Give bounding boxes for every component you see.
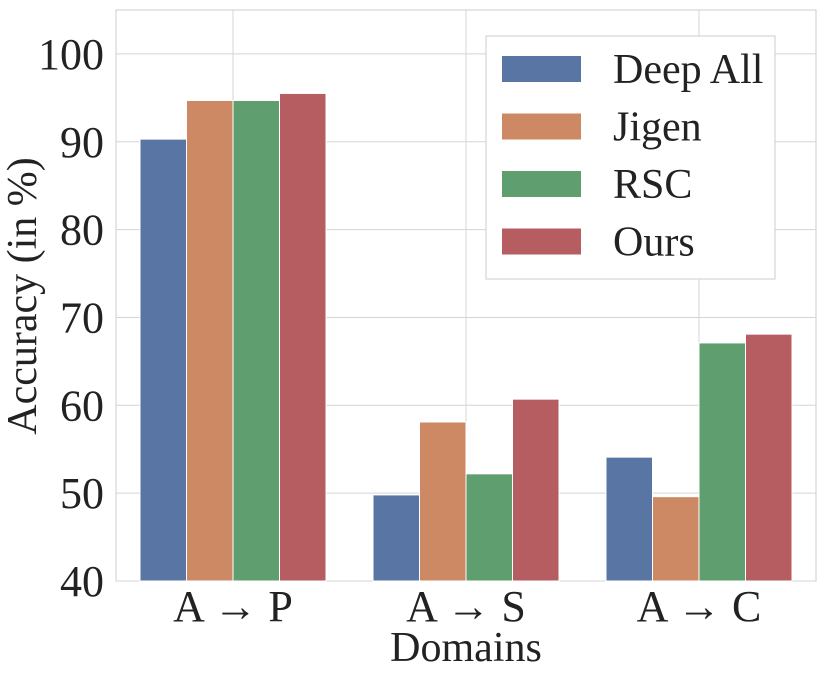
- bar-jigen: [186, 99, 234, 582]
- x-tick-label: A → S: [406, 582, 526, 631]
- y-axis-label: Accuracy (in %): [0, 157, 46, 435]
- x-tick-label: A → C: [637, 582, 762, 631]
- legend-label: Deep All: [613, 47, 763, 93]
- y-tick-label: 90: [60, 118, 104, 167]
- bar-rsc: [698, 342, 746, 582]
- bar-ours: [512, 398, 560, 582]
- legend: Deep All Jigen RSC Ours: [485, 35, 776, 280]
- x-tick-label: A → P: [173, 582, 293, 631]
- y-tick-label: 40: [60, 557, 104, 606]
- legend-swatch: [502, 56, 581, 82]
- y-tick-label: 60: [60, 381, 104, 430]
- y-axis-ticks: 40 50 60 70 80 90 100: [38, 30, 104, 606]
- bar-ours: [279, 92, 327, 582]
- x-axis-label: Domains: [390, 625, 542, 671]
- x-axis-ticks: A → P A → S A → C: [173, 582, 761, 631]
- bars: [139, 92, 793, 582]
- legend-label: RSC: [613, 162, 692, 208]
- y-tick-label: 70: [60, 293, 104, 342]
- legend-label: Ours: [613, 220, 695, 266]
- bar-rsc: [465, 473, 513, 582]
- legend-label: Jigen: [613, 105, 702, 151]
- legend-swatch: [502, 171, 581, 197]
- y-tick-label: 50: [60, 469, 104, 518]
- bar-deep-all: [372, 494, 420, 582]
- legend-swatch: [502, 228, 581, 255]
- y-tick-label: 100: [38, 30, 104, 79]
- bar-ours: [745, 333, 793, 582]
- bar-jigen: [419, 421, 467, 582]
- bar-rsc: [232, 99, 280, 582]
- bar-deep-all: [139, 138, 187, 582]
- bar-jigen: [652, 496, 700, 582]
- bar-deep-all: [605, 456, 653, 582]
- legend-swatch: [502, 113, 581, 140]
- y-tick-label: 80: [60, 206, 104, 255]
